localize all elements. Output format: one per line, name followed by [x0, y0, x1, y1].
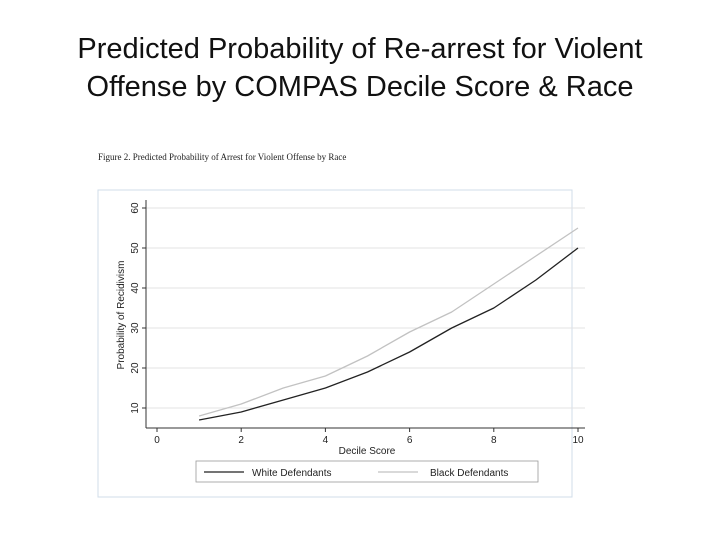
figure-frame — [97, 189, 573, 498]
slide-title: Predicted Probability of Re-arrest for V… — [20, 30, 700, 106]
x-tick-label-0: 0 — [154, 435, 160, 446]
y-tick-label-10: 10 — [130, 402, 141, 414]
legend: White Defendants Black Defendants — [195, 460, 539, 483]
slide-title-line-1: Predicted Probability of Re-arrest for V… — [77, 33, 643, 65]
x-tick-label-4: 4 — [323, 435, 329, 446]
x-tick-label-8: 8 — [491, 435, 497, 446]
y-tick-label-60: 60 — [130, 202, 141, 214]
axes: 10 20 30 40 50 60 0 2 4 6 8 10 — [130, 200, 585, 446]
x-tick-label-2: 2 — [238, 435, 244, 446]
y-tick-label-50: 50 — [130, 242, 141, 254]
y-axis-label: Probability of Recidivism — [116, 261, 127, 370]
series — [198, 227, 579, 421]
grid — [146, 207, 585, 409]
figure-caption: Figure 2. Predicted Probability of Arres… — [98, 152, 347, 162]
y-tick-label-20: 20 — [130, 362, 141, 374]
legend-box — [195, 460, 539, 483]
x-tick-label-10: 10 — [572, 435, 584, 446]
y-tick-label-30: 30 — [130, 322, 141, 334]
x-axis-label: Decile Score — [339, 446, 396, 457]
x-tick-label-6: 6 — [407, 435, 413, 446]
legend-label-white-defendants: White Defendants — [252, 468, 332, 479]
slide-title-line-2: Offense by COMPAS Decile Score & Race — [86, 71, 634, 103]
series-line-white-defendants — [198, 247, 579, 421]
series-line-black-defendants — [198, 227, 579, 417]
y-tick-label-40: 40 — [130, 282, 141, 294]
legend-label-black-defendants: Black Defendants — [430, 468, 508, 479]
